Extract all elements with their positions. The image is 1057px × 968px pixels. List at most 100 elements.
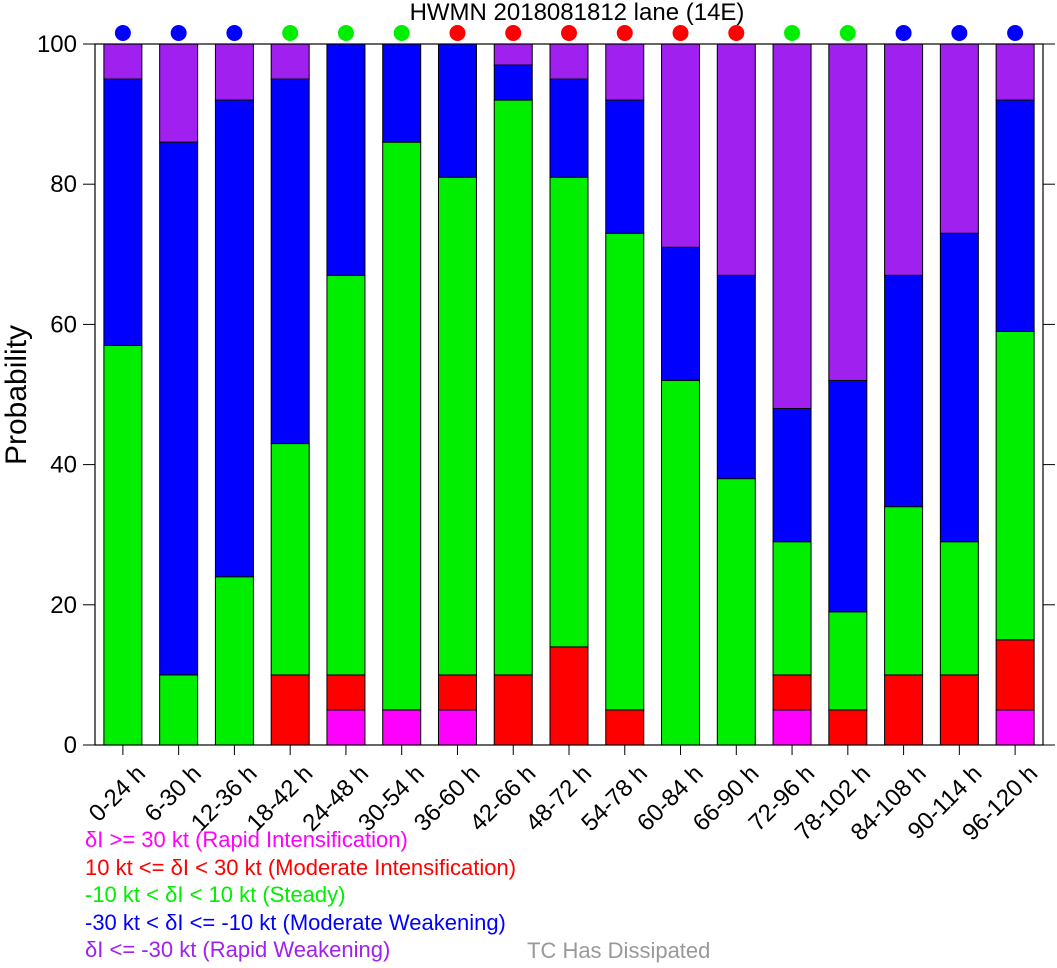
bar-segment-96-120 h-series-2 [995, 330, 1035, 641]
bar-segment-78-102 h-series-2 [828, 611, 868, 711]
bar-segment-30-54 h-series-3 [382, 43, 422, 143]
bar-segment-66-90 h-series-4 [716, 43, 756, 276]
indicator-dot-66-90 h [728, 25, 745, 41]
bar-segment-84-108 h-series-2 [884, 506, 924, 676]
bar-segment-78-102 h-series-1 [828, 709, 868, 746]
bar-segment-54-78 h-series-4 [605, 43, 645, 101]
bar-segment-54-78 h-series-2 [605, 232, 645, 711]
y-tick-label: 40 [50, 452, 77, 479]
indicator-dot-78-102 h [839, 25, 856, 41]
x-tick-label: 0-24 h [84, 760, 151, 827]
y-tick-label: 80 [50, 171, 77, 198]
bar-segment-0-24 h-series-3 [103, 78, 143, 346]
bar-segment-72-96 h-series-0 [772, 709, 812, 746]
bar-segment-6-30 h-series-4 [159, 43, 199, 143]
bar-segment-84-108 h-series-4 [884, 43, 924, 276]
bar-segment-0-24 h-series-4 [103, 43, 143, 80]
legend-entry-4: δI <= -30 kt (Rapid Weakening) [85, 937, 391, 962]
bar-segment-42-66 h-series-3 [493, 64, 533, 101]
chart-title: HWMN 2018081812 lane (14E) [410, 0, 745, 26]
legend-entry-0: δI >= 30 kt (Rapid Intensification) [85, 827, 408, 852]
y-tick-label: 20 [50, 592, 77, 619]
bar-segment-12-36 h-series-2 [214, 576, 254, 746]
bar-segment-60-84 h-series-4 [661, 43, 701, 248]
bar-segment-24-48 h-series-3 [326, 43, 366, 276]
bar-segment-6-30 h-series-3 [159, 141, 199, 676]
indicator-dot-30-54 h [393, 25, 410, 41]
bar-segment-66-90 h-series-3 [716, 274, 756, 480]
bar-segment-72-96 h-series-2 [772, 541, 812, 676]
bar-segment-6-30 h-series-2 [159, 674, 199, 746]
bar-segment-66-90 h-series-2 [716, 478, 756, 746]
y-tick-label: 100 [37, 31, 77, 58]
indicator-dot-72-96 h [784, 25, 801, 41]
indicator-dot-6-30 h [170, 25, 187, 41]
bar-segment-36-60 h-series-0 [437, 709, 477, 746]
bar-segment-42-66 h-series-1 [493, 674, 533, 746]
indicator-dot-36-60 h [449, 25, 466, 41]
y-tick-label: 60 [50, 311, 77, 338]
indicator-dot-12-36 h [226, 25, 243, 41]
bar-segment-48-72 h-series-3 [549, 78, 589, 178]
bar-segment-60-84 h-series-3 [661, 246, 701, 381]
plot-frame [94, 43, 1044, 746]
bar-segment-12-36 h-series-3 [214, 99, 254, 578]
bar-segment-84-108 h-series-1 [884, 674, 924, 746]
bar-segment-84-108 h-series-3 [884, 274, 924, 508]
y-axis-label: Probability [0, 325, 33, 465]
legend-entry-1: 10 kt <= δI < 30 kt (Moderate Intensific… [85, 854, 517, 880]
bar-segment-42-66 h-series-4 [493, 43, 533, 66]
indicator-dot-42-66 h [505, 25, 522, 41]
y-tick-label: 0 [64, 732, 77, 759]
indicator-dots-layer [114, 25, 1024, 41]
bar-segment-24-48 h-series-0 [326, 709, 366, 746]
bar-segment-90-114 h-series-3 [939, 232, 979, 543]
bar-segment-36-60 h-series-1 [437, 674, 477, 711]
bar-segment-96-120 h-series-3 [995, 99, 1035, 332]
bar-segment-24-48 h-series-1 [326, 674, 366, 711]
bar-segment-18-42 h-series-3 [270, 78, 310, 445]
bar-segment-90-114 h-series-1 [939, 674, 979, 746]
bar-segment-48-72 h-series-4 [549, 43, 589, 80]
bar-segment-96-120 h-series-1 [995, 639, 1035, 711]
bar-segment-30-54 h-series-0 [382, 709, 422, 746]
legend-entry-2: -10 kt < δI < 10 kt (Steady) [85, 882, 346, 907]
bar-segment-96-120 h-series-4 [995, 43, 1035, 101]
indicator-dot-0-24 h [114, 25, 131, 41]
bar-segment-78-102 h-series-4 [828, 43, 868, 381]
bar-segment-48-72 h-series-2 [549, 176, 589, 648]
bar-segment-54-78 h-series-3 [605, 99, 645, 234]
bar-segment-72-96 h-series-1 [772, 674, 812, 711]
indicator-dot-48-72 h [561, 25, 577, 41]
bar-segment-0-24 h-series-2 [103, 344, 143, 746]
bar-segment-18-42 h-series-1 [270, 674, 310, 746]
bar-segment-72-96 h-series-3 [772, 408, 812, 543]
indicator-dot-90-114 h [951, 25, 968, 41]
bar-segment-36-60 h-series-2 [437, 176, 477, 676]
bar-segment-42-66 h-series-2 [493, 99, 533, 676]
dissipated-label: TC Has Dissipated [527, 938, 711, 963]
indicator-dot-24-48 h [337, 25, 354, 41]
indicator-dot-84-108 h [895, 25, 912, 41]
indicator-dot-60-84 h [672, 25, 689, 41]
legend-entry-3: -30 kt < δI <= -10 kt (Moderate Weakenin… [85, 909, 506, 935]
bar-segment-72-96 h-series-4 [772, 43, 812, 410]
bar-segment-30-54 h-series-2 [382, 141, 422, 711]
bar-segment-48-72 h-series-1 [549, 646, 589, 746]
bar-segment-78-102 h-series-3 [828, 379, 868, 613]
bar-segment-18-42 h-series-4 [270, 43, 310, 80]
bar-segment-36-60 h-series-3 [437, 43, 477, 178]
indicator-dot-96-120 h [1007, 25, 1024, 41]
indicator-dot-54-78 h [616, 25, 633, 41]
bar-segment-60-84 h-series-2 [661, 379, 701, 746]
bar-segment-90-114 h-series-2 [939, 541, 979, 676]
bar-segment-24-48 h-series-2 [326, 274, 366, 676]
bar-segment-12-36 h-series-4 [214, 43, 254, 101]
bars-layer [103, 43, 1035, 746]
bar-segment-54-78 h-series-1 [605, 709, 645, 746]
indicator-dot-18-42 h [282, 25, 299, 41]
bar-segment-90-114 h-series-4 [939, 43, 979, 234]
bar-segment-96-120 h-series-0 [995, 709, 1035, 746]
bar-segment-18-42 h-series-2 [270, 443, 310, 676]
